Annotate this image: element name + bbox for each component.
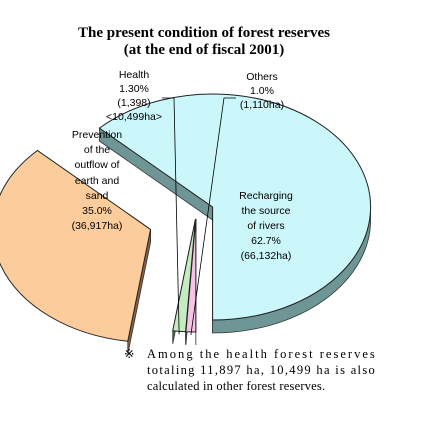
svg-text:1.30%: 1.30% xyxy=(119,83,149,95)
svg-text:(36,917ha): (36,917ha) xyxy=(72,220,123,232)
footnote: ※ Among the health forest reserves total… xyxy=(124,347,375,393)
footnote-mark: ※ xyxy=(124,347,135,361)
pie-slice-erosion xyxy=(0,149,152,355)
slice-label-erosion: Prevention of the outflow of earth and s… xyxy=(72,129,123,232)
svg-text:(1,110ha): (1,110ha) xyxy=(240,99,284,111)
svg-text:the source: the source xyxy=(241,205,290,217)
pie-top-erosion xyxy=(0,149,152,342)
svg-text:62.7%: 62.7% xyxy=(251,235,281,247)
slice-label-health: Health 1.30% (1,398) <10,499ha> xyxy=(106,69,162,123)
footnote-line-2: totaling 11,897 ha, 10,499 ha is also xyxy=(147,363,375,377)
chart-subtitle: (at the end of fiscal 2001) xyxy=(124,42,284,58)
svg-text:sand: sand xyxy=(86,190,109,202)
leader-lines xyxy=(162,97,236,335)
pie-top-others xyxy=(185,218,197,333)
chart-title: The present condition of forest reserves xyxy=(78,25,330,41)
svg-text:Health: Health xyxy=(119,69,150,81)
leader-line-health xyxy=(162,97,180,335)
leader-line-others xyxy=(190,97,236,335)
svg-text:1.0%: 1.0% xyxy=(250,85,274,97)
pie-top-rivers xyxy=(98,93,372,321)
pie-slices xyxy=(0,93,372,355)
pie-slice-rivers xyxy=(98,93,372,334)
svg-text:(1,398): (1,398) xyxy=(117,97,150,109)
slice-label-rivers: Recharging the source of rivers 62.7% (6… xyxy=(239,190,293,262)
svg-text:of the: of the xyxy=(84,144,110,156)
footnote-line-3: calculated in other forest reserves. xyxy=(147,379,325,393)
svg-text:outflow of: outflow of xyxy=(75,159,120,171)
pie-slice-others xyxy=(185,218,197,345)
svg-text:35.0%: 35.0% xyxy=(82,205,112,217)
svg-text:Others: Others xyxy=(246,71,278,83)
slice-label-others: Others 1.0% (1,110ha) xyxy=(240,71,284,111)
svg-text:Prevention: Prevention xyxy=(72,129,122,141)
svg-text:(66,132ha): (66,132ha) xyxy=(241,250,292,262)
svg-text:of rivers: of rivers xyxy=(247,220,284,232)
svg-text:Recharging: Recharging xyxy=(239,190,293,202)
svg-text:earth and: earth and xyxy=(75,175,120,187)
footnote-line-1: Among the health forest reserves xyxy=(147,347,375,361)
svg-text:<10,499ha>: <10,499ha> xyxy=(106,111,162,123)
